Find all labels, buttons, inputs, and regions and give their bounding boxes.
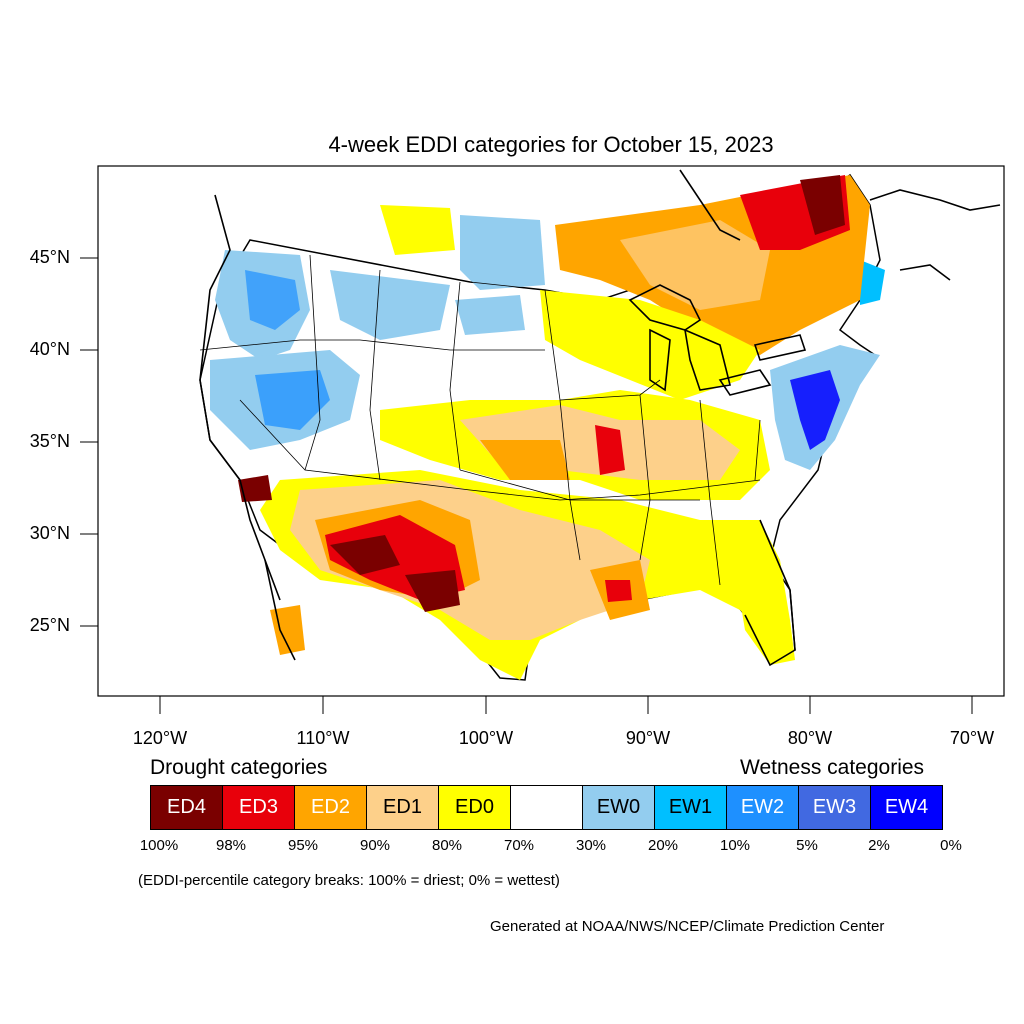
pct-label-98: 98% (215, 837, 247, 854)
state-borders (199, 239, 761, 586)
lat-label-40: 40°N (29, 339, 70, 359)
legend-ed0-label: ED0 (455, 796, 494, 818)
legend-ew2: EW2 (726, 785, 799, 830)
legend-ed2-label: ED2 (311, 796, 350, 818)
legend-ed0: ED0 (438, 785, 511, 830)
pct-label-10: 10% (719, 837, 751, 854)
legend-color-bar: ED4 ED3 ED2 ED1 ED0 EW0 EW1 EW2 EW3 EW4 (150, 785, 943, 830)
pct-label-95: 95% (287, 837, 319, 854)
wetness-heading: Wetness categories (740, 756, 925, 779)
lon-label-110: 110°W (296, 728, 350, 748)
plot-frame (97, 165, 1005, 697)
lat-ticks (80, 257, 98, 627)
lat-label-25: 25°N (29, 615, 70, 635)
dry-southwest-ed4 (330, 535, 400, 575)
dry-canada-ed4 (800, 175, 845, 235)
category-note: (EDDI-percentile category breaks: 100% =… (138, 872, 560, 889)
lon-label-100: 100°W (458, 728, 514, 748)
legend-ew3-label: EW3 (812, 796, 857, 818)
wet-great-basin-core (255, 370, 330, 430)
drought-heading: Drought categories (150, 756, 328, 779)
dry-texas-ed4 (405, 570, 460, 612)
coastlines (199, 169, 1001, 667)
legend-ed1: ED1 (366, 785, 439, 830)
legend-ed3: ED3 (222, 785, 295, 830)
legend-ew4: EW4 (870, 785, 943, 830)
lat-label-35: 35°N (29, 431, 70, 451)
lat-label-30: 30°N (29, 523, 70, 543)
lon-label-70: 70°W (949, 728, 995, 748)
pct-label-100: 100% (139, 837, 179, 854)
pct-label-2: 2% (868, 837, 890, 854)
pct-label-70: 70% (503, 837, 535, 854)
dry-canada-east-ed1 (620, 220, 770, 310)
legend-ed4: ED4 (150, 785, 223, 830)
dry-canada-yellow (380, 205, 455, 255)
legend-ew4-label: EW4 (884, 796, 929, 818)
legend-ew1: EW1 (654, 785, 727, 830)
pct-label-80: 80% (431, 837, 463, 854)
lat-label-45: 45°N (29, 247, 70, 267)
wet-northeast-core (790, 370, 840, 450)
map-title: 4-week EDDI categories for October 15, 2… (328, 132, 774, 157)
dry-arizona-ed4 (238, 475, 272, 502)
pct-label-0: 0% (940, 837, 962, 854)
wet-northwest-core (245, 270, 300, 330)
legend-neutral (510, 785, 583, 830)
wet-montana (330, 270, 450, 340)
pct-label-30: 30% (575, 837, 607, 854)
lon-label-90: 90°W (625, 728, 671, 748)
pct-label-20: 20% (647, 837, 679, 854)
dry-louisiana-ed3 (605, 580, 632, 602)
dry-baja (270, 605, 305, 655)
legend-ed1-label: ED1 (383, 796, 422, 818)
legend-ed3-label: ED3 (239, 796, 278, 818)
lon-ticks (159, 696, 973, 714)
wet-dakota (460, 215, 545, 290)
legend-ew0-label: EW0 (596, 796, 641, 818)
wet-maine (860, 260, 885, 305)
lon-label-80: 80°W (787, 728, 833, 748)
dry-florida (740, 600, 795, 665)
wet-dakota2 (455, 295, 525, 335)
dry-missouri-ed3 (595, 425, 625, 475)
legend-ed2: ED2 (294, 785, 367, 830)
legend-ew1-label: EW1 (668, 796, 713, 818)
legend-ed4-label: ED4 (167, 796, 206, 818)
legend-ew2-label: EW2 (740, 796, 785, 818)
pct-label-5: 5% (796, 837, 818, 854)
lon-label-120: 120°W (132, 728, 188, 748)
legend-ew3: EW3 (798, 785, 871, 830)
map-area (199, 169, 1001, 681)
pct-label-90: 90% (359, 837, 391, 854)
legend-ew0: EW0 (582, 785, 655, 830)
dry-kansas-ed2 (480, 440, 570, 480)
credit-line: Generated at NOAA/NWS/NCEP/Climate Predi… (490, 918, 885, 935)
